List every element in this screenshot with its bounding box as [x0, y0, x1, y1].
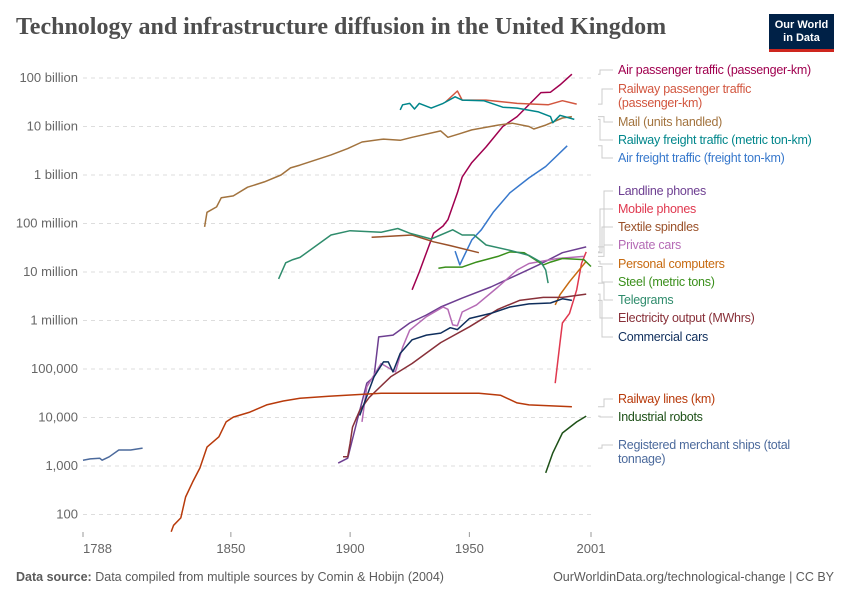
- legend-leader-line: [598, 145, 613, 159]
- owid-logo[interactable]: Our World in Data: [769, 14, 834, 52]
- series-landline-phones: Landline phones: [337, 184, 706, 464]
- series-line: [358, 298, 573, 416]
- x-tick-label: 2001: [577, 541, 606, 556]
- series-air-freight-traffic-freight-ton-km: Air freight traffic (freight ton-km): [454, 145, 785, 266]
- legend-label: Industrial robots: [618, 410, 703, 424]
- y-tick-label: 100 billion: [19, 70, 78, 85]
- series-industrial-robots: Industrial robots: [544, 410, 703, 474]
- legend-leader-line: [598, 266, 613, 283]
- legend-leader-line: [598, 88, 613, 105]
- series-line: [554, 260, 587, 306]
- legend-leader-line: [598, 244, 613, 257]
- series-line: [399, 96, 575, 124]
- logo-line2: in Data: [783, 32, 820, 44]
- x-tick-label: 1950: [455, 541, 484, 556]
- y-tick-label: 100 million: [16, 216, 78, 231]
- series-line: [361, 255, 584, 423]
- series-textile-spindles: Textile spindles: [371, 220, 699, 254]
- series-line: [411, 73, 573, 291]
- legend-leader-line: [598, 69, 613, 75]
- legend-label: Air passenger traffic (passenger-km): [618, 63, 811, 77]
- legend-label: Railway passenger traffic: [618, 82, 751, 96]
- y-tick-label: 1 billion: [34, 167, 78, 182]
- legend-label: Air freight traffic (freight ton-km): [618, 151, 785, 165]
- legend-leader-line: [598, 444, 613, 449]
- legend-label: Textile spindles: [618, 220, 699, 234]
- data-source: Data source: Data compiled from multiple…: [16, 570, 444, 584]
- legend-label: Registered merchant ships (total: [618, 438, 790, 452]
- legend-label: Landline phones: [618, 184, 706, 198]
- series-line: [371, 234, 480, 254]
- legend-label: Steel (metric tons): [618, 275, 715, 289]
- series-line: [82, 447, 143, 461]
- legend-label: Personal computers: [618, 257, 725, 271]
- legend-label: Mail (units handled): [618, 115, 722, 129]
- x-tick-label: 1788: [83, 541, 112, 556]
- series-commercial-cars: Commercial cars: [358, 298, 708, 416]
- legend-leader-line: [598, 282, 613, 301]
- legend-leader-line: [598, 398, 613, 408]
- legend-label: tonnage): [618, 452, 665, 466]
- y-tick-label: 10 million: [23, 264, 78, 279]
- series-line: [438, 251, 592, 269]
- y-tick-label: 100,000: [31, 361, 78, 376]
- legend-label: Railway lines (km): [618, 392, 715, 406]
- data-source-label: Data source:: [16, 570, 92, 584]
- series-mobile-phones: Mobile phones: [554, 202, 696, 384]
- legend-leader-line: [598, 190, 613, 248]
- y-tick-label: 100: [56, 507, 78, 522]
- series-line: [277, 227, 549, 284]
- series-railway-freight-traffic-metric-ton-km: Railway freight traffic (metric ton-km): [399, 96, 812, 147]
- legend-label: Electricity output (MWhrs): [618, 311, 755, 325]
- series-air-passenger-traffic-passenger-km: Air passenger traffic (passenger-km): [411, 63, 811, 291]
- series-line: [170, 392, 572, 533]
- series-line: [444, 90, 577, 106]
- legend-label: Mobile phones: [618, 202, 696, 216]
- legend-leader-line: [598, 293, 613, 319]
- series-mail-units-handled: Mail (units handled): [203, 115, 722, 228]
- data-source-text: Data compiled from multiple sources by C…: [95, 570, 444, 584]
- legend-leader-line: [598, 415, 613, 418]
- legend-leader-line: [598, 260, 613, 265]
- legend-label: Telegrams: [618, 293, 673, 307]
- logo-line1: Our World: [774, 19, 829, 31]
- legend-leader-line: [598, 118, 613, 141]
- series-line: [337, 246, 587, 464]
- chart-title: Technology and infrastructure diffusion …: [16, 14, 667, 40]
- series-railway-passenger-traffic-passenger-km: Railway passenger traffic(passenger-km): [444, 82, 751, 110]
- x-tick-label: 1850: [216, 541, 245, 556]
- legend-leader-line: [598, 116, 613, 123]
- series-telegrams: Telegrams: [277, 227, 674, 307]
- series-line: [544, 415, 587, 474]
- series-line: [454, 145, 568, 266]
- legend-label: Railway freight traffic (metric ton-km): [618, 133, 812, 147]
- legend-leader-line: [598, 226, 613, 254]
- series-line: [203, 115, 573, 228]
- y-tick-label: 1 million: [30, 313, 78, 328]
- legend-label: Private cars: [618, 238, 681, 252]
- legend-leader-line: [598, 208, 613, 253]
- x-tick-label: 1900: [336, 541, 365, 556]
- series-line: [343, 293, 587, 458]
- legend-leader-line: [598, 299, 613, 338]
- y-tick-label: 10 billion: [27, 119, 78, 134]
- credit-link[interactable]: OurWorldinData.org/technological-change …: [553, 570, 834, 584]
- series-line: [554, 251, 587, 384]
- legend-label: Commercial cars: [618, 330, 708, 344]
- legend-label: (passenger-km): [618, 96, 702, 110]
- series-railway-lines-km: Railway lines (km): [170, 392, 715, 533]
- y-tick-label: 1,000: [45, 458, 78, 473]
- y-tick-label: 10,000: [38, 410, 78, 425]
- series-electricity-output-mwhrs: Electricity output (MWhrs): [343, 293, 755, 458]
